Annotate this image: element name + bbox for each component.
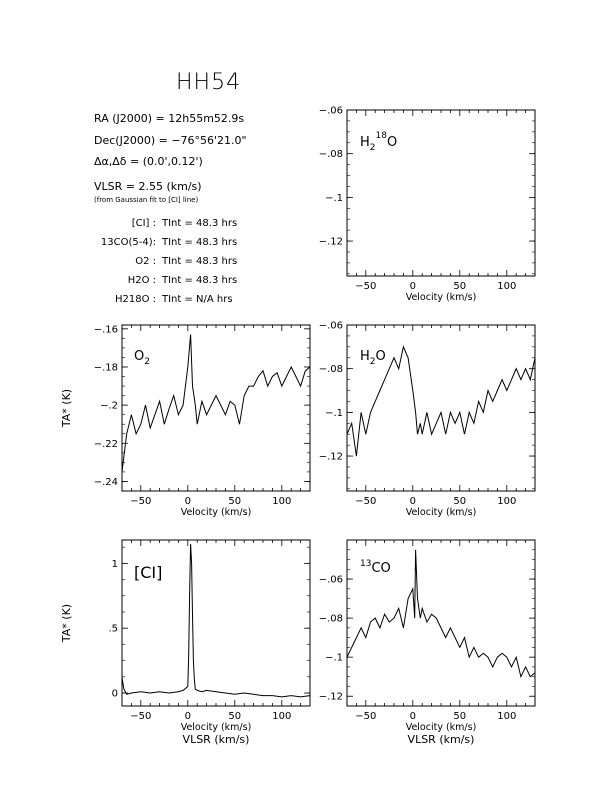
y-tick-label: .5 xyxy=(108,624,118,635)
y-tick-label: −.06 xyxy=(319,106,343,117)
vlsr-note: (from Gaussian fit to [CI] line) xyxy=(94,196,199,204)
int-tint-13co: TInt = 48.3 hrs xyxy=(162,237,238,248)
panel-label-part: 2 xyxy=(370,143,376,153)
y-tick-label: −.1 xyxy=(325,193,343,204)
y-tick-label: −.08 xyxy=(319,364,343,375)
vlsr-text: VLSR = 2.55 (km/s) xyxy=(94,180,202,193)
int-line-h2o: H2O : xyxy=(127,275,156,286)
panel-label: O2 xyxy=(134,349,150,367)
x-tick-label: 50 xyxy=(453,496,466,507)
y-tick-label: 0 xyxy=(112,689,118,700)
spectrum-line-1 xyxy=(121,334,311,472)
header-block: HH54 RA (J2000) = 12h55m52.9s Dec(J2000)… xyxy=(0,0,612,330)
y-tick-label: −.12 xyxy=(319,237,343,248)
panel-label-part: [CI] xyxy=(134,563,162,582)
spectrum-line-3 xyxy=(121,543,311,698)
y-tick-label: −.08 xyxy=(319,614,343,625)
y-tick-label: −.18 xyxy=(94,362,118,373)
panel-label-part: 13 xyxy=(360,559,371,569)
panel-label-part: CO xyxy=(371,561,390,576)
x-tick-label: 0 xyxy=(410,711,416,722)
dec-text: Dec(J2000) = −76°56'21.0" xyxy=(94,134,247,147)
x-tick-label: 100 xyxy=(497,496,516,507)
int-line-13co: 13CO(5-4): xyxy=(100,237,156,248)
x-tick-label: −50 xyxy=(355,711,376,722)
x-axis-label: Velocity (km/s) xyxy=(406,722,477,733)
panel-label: 13CO xyxy=(360,559,391,576)
x-tick-label: 0 xyxy=(185,711,191,722)
y-tick-label: −.24 xyxy=(94,477,118,488)
y-tick-label: −.1 xyxy=(325,653,343,664)
panel-label-part: 18 xyxy=(376,131,388,141)
int-tint-h2o: TInt = 48.3 hrs xyxy=(162,275,238,286)
int-tint-h218o: TInt = N/A hrs xyxy=(162,294,233,305)
y-tick-label: −.16 xyxy=(94,324,118,335)
x-axis-label: Velocity (km/s) xyxy=(406,507,477,518)
x-axis-label: Velocity (km/s) xyxy=(181,507,252,518)
x-tick-label: −50 xyxy=(355,281,376,292)
ra-text: RA (J2000) = 12h55m52.9s xyxy=(94,112,245,125)
y-axis-label: TA* (K) xyxy=(60,604,73,643)
int-tint-ci: TInt = 48.3 hrs xyxy=(162,218,238,229)
x-axis-label-vlsr: VLSR (km/s) xyxy=(183,733,250,746)
int-line-o2: O2 : xyxy=(135,256,156,267)
y-tick-label: −.06 xyxy=(319,575,343,586)
x-tick-label: 0 xyxy=(410,496,416,507)
x-tick-label: 50 xyxy=(453,711,466,722)
y-tick-label: −.06 xyxy=(319,321,343,332)
int-line-ci: [CI] : xyxy=(131,218,156,229)
x-tick-label: −50 xyxy=(355,496,376,507)
spectrum-line-2 xyxy=(346,345,536,457)
chart-panel-0: −50 0 50 100 −.06 −.08 −.1 −.12 Velocity (km/s) H… xyxy=(319,106,536,303)
panel-label: H2O xyxy=(360,349,386,367)
y-tick-label: −.2 xyxy=(100,401,118,412)
chart-panel-1: −50 0 50 100 −.16 −.18 −.2 −.22 −.24 Velocity (km… xyxy=(60,324,311,518)
int-tint-o2: TInt = 48.3 hrs xyxy=(162,256,238,267)
x-tick-label: 100 xyxy=(272,711,291,722)
panel-label-part: O xyxy=(376,349,386,364)
spectrum-line-4 xyxy=(346,549,536,679)
x-tick-label: 100 xyxy=(497,711,516,722)
chart-panel-2: −50 0 50 100 −.06 −.08 −.1 −.12 Velocity (km/s) H… xyxy=(319,321,536,518)
x-tick-label: 100 xyxy=(497,281,516,292)
panel-label-part: H xyxy=(360,135,370,150)
chart-panel-3: −50 0 50 100 0 .5 1 Velocity (km/s)VLSR (km/s) T… xyxy=(60,539,311,746)
x-tick-label: 0 xyxy=(410,281,416,292)
x-tick-label: 0 xyxy=(185,496,191,507)
x-axis-label-vlsr: VLSR (km/s) xyxy=(408,733,475,746)
x-tick-label: 50 xyxy=(228,711,241,722)
x-tick-label: 50 xyxy=(453,281,466,292)
x-axis-label: Velocity (km/s) xyxy=(181,722,252,733)
y-tick-label: 1 xyxy=(112,559,118,570)
panel-label: H218O xyxy=(360,131,397,153)
y-tick-label: −.12 xyxy=(319,452,343,463)
chart-panel-4: −50 0 50 100 −.06 −.08 −.1 −.12 Velocity (km/s)V… xyxy=(319,539,536,746)
y-tick-label: −.22 xyxy=(94,439,118,450)
offset-text: Δα,Δδ = (0.0',0.12') xyxy=(94,155,203,168)
y-tick-label: −.08 xyxy=(319,149,343,160)
panel-label-part: O xyxy=(134,349,144,364)
x-tick-label: −50 xyxy=(130,711,151,722)
panel-label-part: H xyxy=(360,349,370,364)
figure-title: HH54 xyxy=(176,70,242,95)
x-tick-label: 50 xyxy=(228,496,241,507)
panel-label-part: O xyxy=(387,135,397,150)
y-tick-label: −.1 xyxy=(325,408,343,419)
plot-frame xyxy=(121,324,311,492)
x-tick-label: 100 xyxy=(272,496,291,507)
y-tick-label: −.12 xyxy=(319,692,343,703)
panel-label-part: 2 xyxy=(144,357,150,367)
x-tick-label: −50 xyxy=(130,496,151,507)
x-axis-label: Velocity (km/s) xyxy=(406,292,477,303)
panel-label: [CI] xyxy=(134,563,162,582)
panel-label-part: 2 xyxy=(370,357,376,367)
int-line-h218o: H218O : xyxy=(114,294,156,305)
y-axis-label: TA* (K) xyxy=(60,389,73,428)
